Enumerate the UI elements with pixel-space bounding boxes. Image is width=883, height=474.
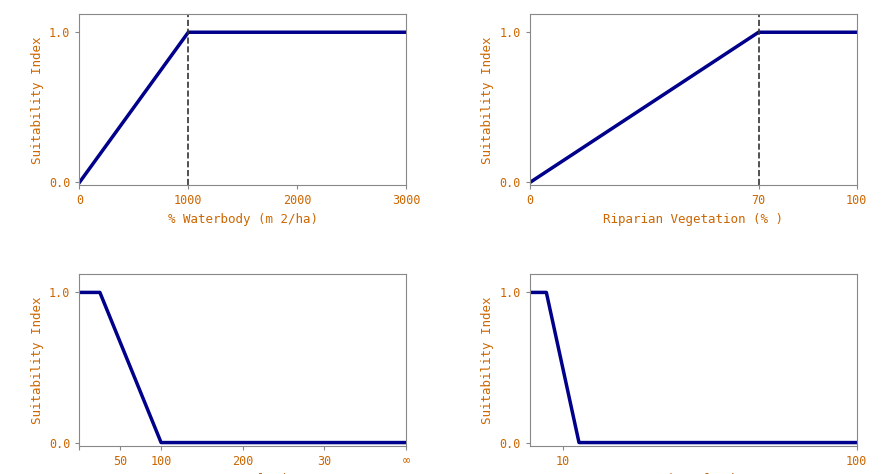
Y-axis label: Suitability Index: Suitability Index <box>481 296 494 424</box>
X-axis label: % Waterbody (m 2/ha): % Waterbody (m 2/ha) <box>168 213 318 226</box>
Y-axis label: Suitability Index: Suitability Index <box>481 36 494 164</box>
X-axis label: % Impervious land cover: % Impervious land cover <box>607 473 780 474</box>
Y-axis label: Suitability Index: Suitability Index <box>31 296 43 424</box>
X-axis label: Human population
density (person/ha): Human population density (person/ha) <box>171 473 314 474</box>
Y-axis label: Suitability Index: Suitability Index <box>31 36 43 164</box>
X-axis label: Riparian Vegetation (% ): Riparian Vegetation (% ) <box>603 213 783 226</box>
